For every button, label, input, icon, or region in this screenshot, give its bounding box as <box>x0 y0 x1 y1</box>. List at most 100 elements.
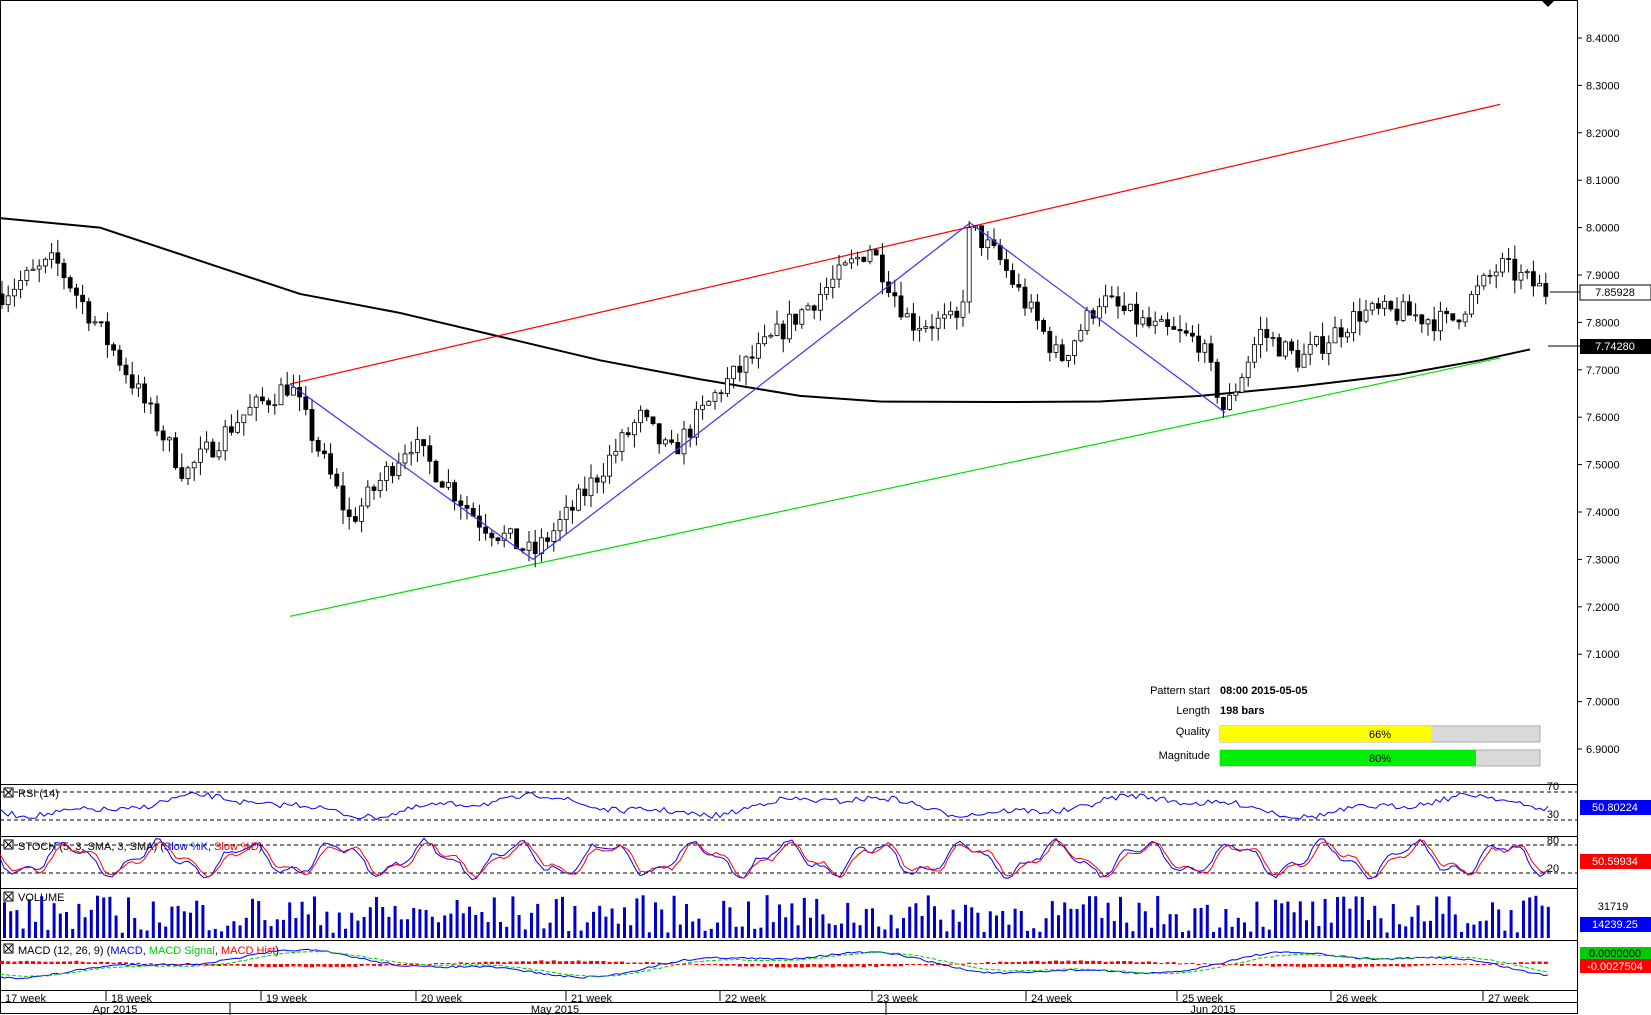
candle-body <box>849 258 854 264</box>
volume-bar <box>1528 897 1532 938</box>
macd-hist-bar <box>1512 962 1517 964</box>
month-label: May 2015 <box>531 1004 579 1015</box>
macd-hist-bar <box>849 964 854 967</box>
volume-bar <box>1212 931 1215 938</box>
macd-hist-bar <box>1023 961 1027 964</box>
macd-hist-bar <box>43 961 48 964</box>
price-tick-label: 7.9000 <box>1586 270 1620 282</box>
macd-hist-bar <box>502 962 507 964</box>
candle-body <box>1208 343 1214 363</box>
candle-body <box>1413 314 1418 317</box>
macd-title: MACD (12, 26, 9) <box>18 945 104 957</box>
price-tick-label: 7.8000 <box>1586 317 1620 329</box>
volume-bar <box>1032 928 1036 938</box>
macd-hist-bar <box>74 960 79 964</box>
macd-hist-bar <box>1116 961 1120 964</box>
volume-bar <box>1100 918 1104 938</box>
macd-hist-bar <box>967 962 972 964</box>
candle-body <box>1245 361 1251 379</box>
candle-body <box>768 334 774 338</box>
volume-bar <box>220 931 223 938</box>
macd-hist-bar <box>1395 964 1399 967</box>
macd-hist-bar <box>347 964 352 967</box>
volume-bar <box>666 932 670 938</box>
candle-body <box>898 295 904 318</box>
macd-hist-bar <box>1519 962 1523 964</box>
scroll-marker-icon[interactable] <box>1541 0 1555 7</box>
candle-body <box>1152 320 1158 327</box>
macd-hist-bar <box>86 962 91 964</box>
macd-hist-bar <box>905 964 910 965</box>
candle-body <box>352 516 358 522</box>
macd-hist-bar <box>651 962 655 964</box>
macd-hist-bar <box>892 964 897 967</box>
candle-body <box>607 454 612 477</box>
volume-bar <box>393 905 397 938</box>
candle-body <box>731 365 736 380</box>
macd-hist-bar <box>124 962 128 964</box>
candle-body <box>650 416 656 425</box>
candle-body <box>1276 337 1282 357</box>
volume-bar <box>982 931 986 938</box>
volume-bar <box>21 928 25 938</box>
candle-body <box>1221 397 1226 410</box>
candle-body <box>439 481 445 488</box>
macd-hist-bar <box>210 964 215 966</box>
macd-hist-bar <box>297 964 302 967</box>
macd-hist-bar <box>948 963 953 965</box>
candle-body <box>904 313 910 318</box>
macd-hist-bar <box>1233 964 1238 965</box>
macd-hist-bar <box>446 963 451 965</box>
macd-hist-bar <box>1401 964 1406 967</box>
volume-bar <box>635 898 639 938</box>
candle-body <box>960 301 966 318</box>
candle-body <box>1109 295 1115 298</box>
volume-bar <box>9 911 13 938</box>
candle-body <box>80 294 85 303</box>
volume-bar <box>170 906 174 938</box>
week-label: 17 week <box>5 993 46 1005</box>
macd-hist-bar <box>1271 964 1275 967</box>
candle-body <box>818 293 823 311</box>
candle-body <box>1028 301 1034 309</box>
macd-hist-bar <box>285 964 290 967</box>
candle-body <box>1487 274 1493 277</box>
pattern-length-label: Length <box>1176 705 1210 717</box>
candle-body <box>1493 271 1499 277</box>
macd-hist-bar <box>1376 964 1381 967</box>
price-tick-label: 7.0000 <box>1586 697 1620 709</box>
volume-bar <box>226 925 230 938</box>
macd-hist-bar <box>936 964 941 966</box>
candle-body <box>377 480 383 491</box>
candle-body <box>173 437 179 469</box>
candle-body <box>1047 331 1053 353</box>
volume-bar <box>846 902 850 938</box>
macd-hist-bar <box>1122 961 1127 964</box>
macd-hist-bar <box>248 964 252 967</box>
candle-body <box>328 453 334 475</box>
candle-body <box>390 466 396 476</box>
candle-body <box>402 453 408 464</box>
pattern-start-value: 08:00 2015-05-05 <box>1220 685 1307 697</box>
candle-body <box>1072 340 1077 356</box>
candle-body <box>824 287 829 295</box>
volume-bar <box>34 921 37 938</box>
candle-body <box>160 430 166 441</box>
candle-body <box>1227 394 1232 410</box>
candle-body <box>371 486 377 491</box>
price-tick-label: 8.2000 <box>1586 128 1620 140</box>
macd-hist-bar <box>1147 961 1151 964</box>
macd-hist-bar <box>136 962 141 964</box>
volume-bar <box>288 902 292 938</box>
volume-bar <box>691 921 695 938</box>
volume-bar <box>1224 909 1228 938</box>
candle-body <box>11 288 17 297</box>
macd-hist-bar <box>1041 961 1046 964</box>
candle-body <box>892 292 898 297</box>
macd-hist-bar <box>737 964 742 967</box>
macd-hist-bar <box>471 962 476 964</box>
macd-hist-bar <box>1078 960 1083 964</box>
macd-hist-bar <box>1475 964 1480 965</box>
volume-bar <box>437 922 440 938</box>
